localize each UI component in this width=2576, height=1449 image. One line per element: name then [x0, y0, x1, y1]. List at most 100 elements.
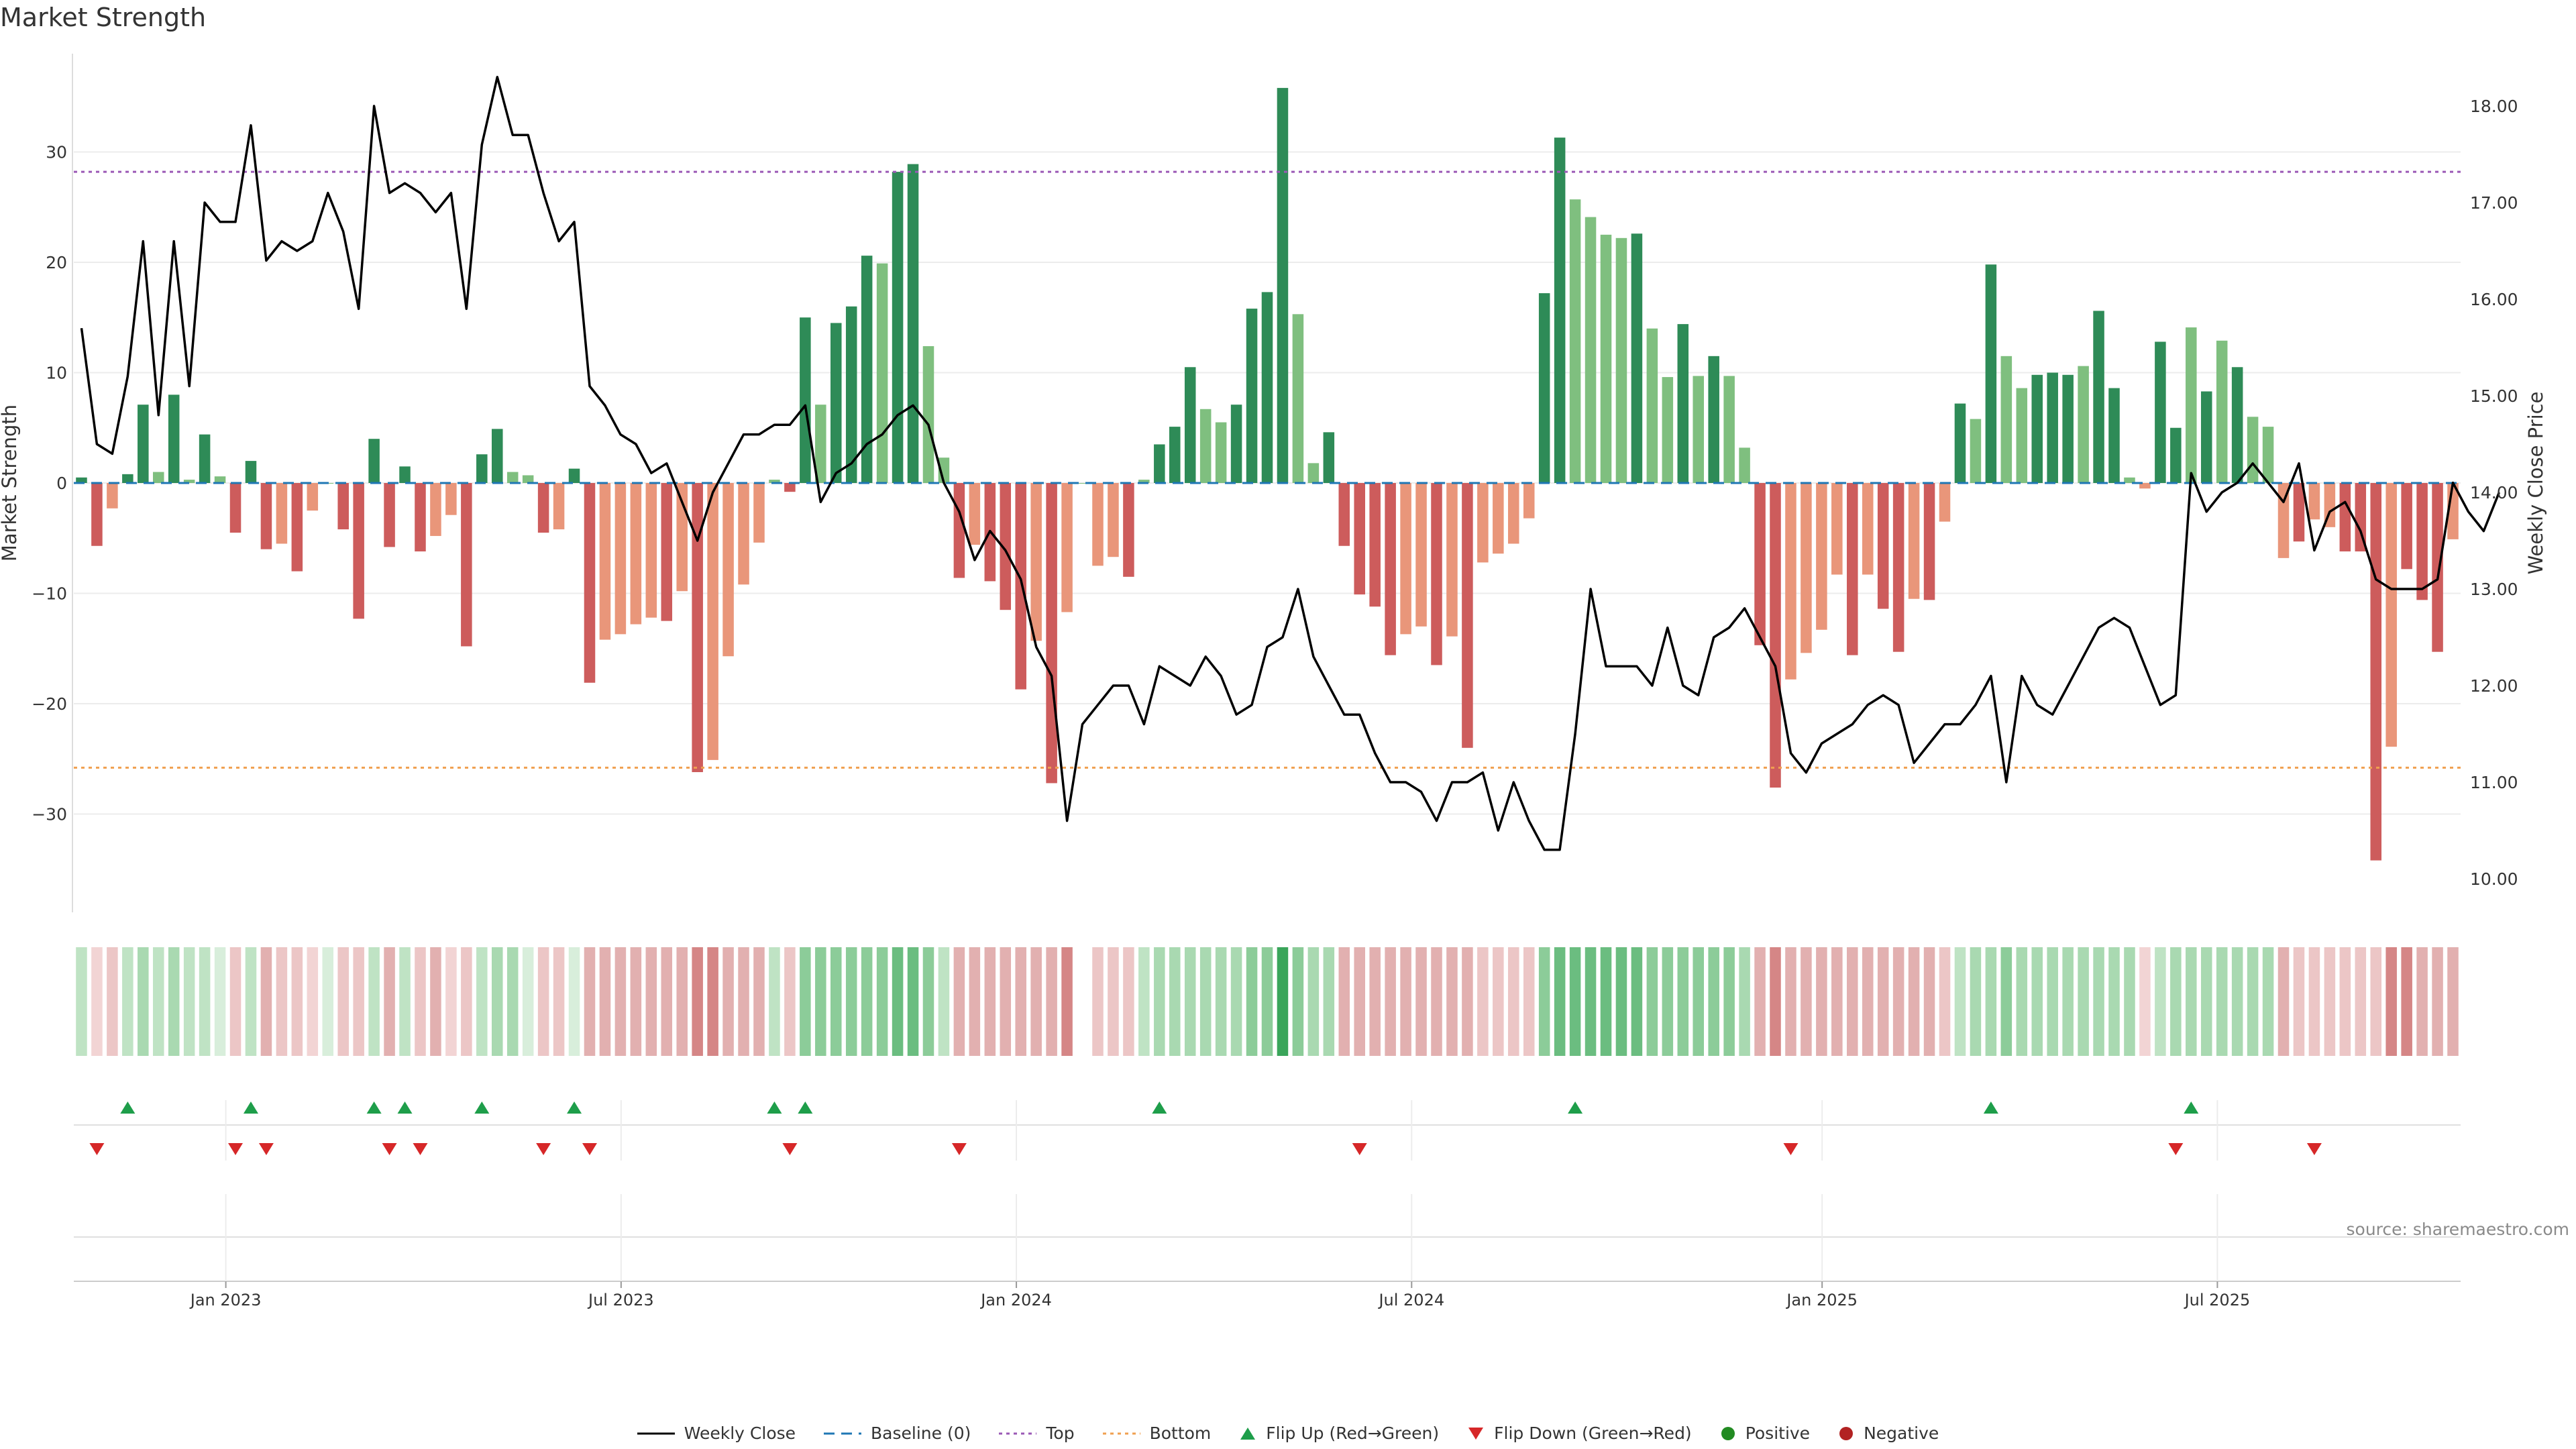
strength-bar: [1954, 403, 1966, 483]
heat-cell: [122, 947, 133, 1056]
strength-bar: [1261, 292, 1273, 483]
flip-down-marker: [582, 1143, 597, 1155]
right-tick-label: 18.00: [2470, 97, 2518, 116]
strength-bar: [2047, 372, 2058, 483]
strength-bar: [1292, 314, 1304, 483]
flip-down-marker: [382, 1143, 397, 1155]
heat-cell: [753, 947, 765, 1056]
heat-cell: [1246, 947, 1258, 1056]
flip-up-marker: [120, 1102, 136, 1114]
flip-down-marker: [2168, 1143, 2184, 1155]
strength-bar: [2093, 311, 2104, 483]
strength-bars: [76, 88, 2459, 861]
heat-cell: [384, 947, 395, 1056]
heat-cell: [476, 947, 488, 1056]
flip-down-marker: [258, 1143, 274, 1155]
heat-cell: [614, 947, 627, 1056]
strength-bar: [1615, 237, 1627, 483]
heat-cell: [2200, 947, 2212, 1056]
strength-bar: [1985, 264, 1997, 483]
heat-cell: [1877, 947, 1889, 1056]
strength-bar: [1739, 447, 1750, 483]
strength-bar: [953, 483, 965, 578]
strength-bar: [800, 317, 811, 483]
strength-bar: [2186, 327, 2197, 483]
heat-cell: [2247, 947, 2259, 1056]
strength-bar: [1323, 432, 1335, 483]
heat-cell: [2108, 947, 2120, 1056]
heat-cell: [1939, 947, 1951, 1056]
legend-item-baseline: Baseline (0): [824, 1424, 971, 1443]
strength-bar: [753, 483, 765, 543]
legend-swatch-negative: [1838, 1426, 1854, 1442]
strength-bar: [2155, 341, 2166, 483]
heat-cell: [692, 947, 703, 1056]
strength-bar: [892, 172, 904, 483]
strength-bar: [1754, 483, 1766, 645]
strength-bar: [661, 483, 673, 621]
heat-cell: [353, 947, 364, 1056]
heat-cell: [537, 947, 549, 1056]
strength-bar: [1215, 422, 1227, 483]
heat-cell: [769, 947, 780, 1056]
strength-bar: [969, 483, 981, 545]
strength-bar: [2031, 374, 2043, 483]
heat-cell: [1446, 947, 1458, 1056]
strength-bar: [2247, 417, 2259, 483]
flip-up-markers: [120, 1102, 2199, 1114]
heat-cell: [568, 947, 580, 1056]
heat-cell: [1123, 947, 1134, 1056]
heat-cell: [969, 947, 981, 1056]
strength-bar: [2062, 374, 2074, 483]
strength-bar: [291, 483, 303, 572]
strength-bar: [76, 477, 87, 483]
legend-item-close: Weekly Close: [637, 1424, 796, 1443]
strength-bar: [229, 483, 241, 533]
strength-bar: [1385, 483, 1396, 655]
strength-bar: [107, 483, 118, 508]
heat-cell: [1369, 947, 1381, 1056]
legend-swatch-close: [637, 1427, 675, 1440]
heat-cell: [1230, 947, 1242, 1056]
left-tick-label: 0: [56, 474, 67, 493]
heat-cell: [1862, 947, 1874, 1056]
strength-bar: [1477, 483, 1489, 563]
heat-cell: [1307, 947, 1320, 1056]
strength-bar: [1723, 376, 1735, 483]
heat-cell: [1600, 947, 1612, 1056]
strength-bar: [1631, 233, 1643, 483]
strength-bar: [430, 483, 441, 536]
heat-cell: [368, 947, 380, 1056]
strength-bar: [815, 405, 826, 483]
heat-cell: [1739, 947, 1750, 1056]
heat-cell: [1108, 947, 1119, 1056]
legend-swatch-positive: [1720, 1426, 1736, 1442]
strength-bar: [2216, 340, 2228, 483]
heat-cell: [907, 947, 919, 1056]
heat-cell: [1323, 947, 1335, 1056]
heat-cell: [2370, 947, 2382, 1056]
strength-bar: [491, 429, 503, 483]
strength-bar: [1847, 483, 1858, 655]
right-tick-label: 10.00: [2470, 869, 2518, 889]
legend-label: Negative: [1864, 1424, 1939, 1443]
heat-cell: [1923, 947, 1935, 1056]
strength-bar: [1693, 376, 1704, 483]
heat-cell: [1554, 947, 1566, 1056]
strength-bar: [506, 472, 519, 483]
right-tick-label: 13.00: [2470, 580, 2518, 599]
strength-bar: [645, 483, 657, 618]
strength-bar: [168, 394, 180, 483]
heat-cell: [630, 947, 642, 1056]
legend-item-top: Top: [999, 1424, 1075, 1443]
heat-cell: [1015, 947, 1026, 1056]
strength-bar: [1816, 483, 1827, 630]
heat-cell: [1338, 947, 1350, 1056]
legend-swatch-top: [999, 1427, 1037, 1440]
heat-cell: [830, 947, 842, 1056]
strength-bar: [1030, 483, 1042, 641]
heat-cell: [1462, 947, 1473, 1056]
strength-bar: [368, 439, 380, 483]
strength-bar: [1338, 483, 1350, 546]
x-tick-label: Jan 2024: [979, 1291, 1052, 1309]
